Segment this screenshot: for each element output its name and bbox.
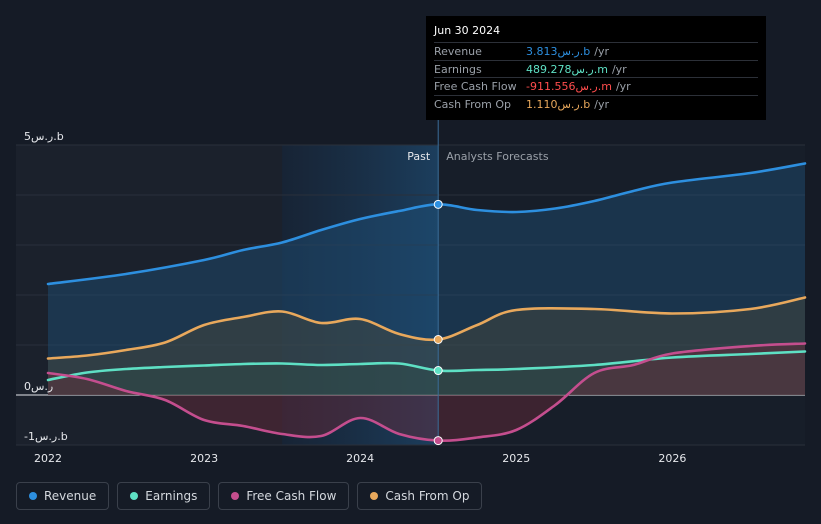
area-earnings xyxy=(48,351,805,395)
x-tick-label: 2024 xyxy=(346,452,374,465)
tooltip-value: 3.813ر.س.b xyxy=(526,45,591,58)
tooltip-row-revenue: Revenue 3.813ر.س.b /yr xyxy=(434,42,758,60)
legend-item-earnings[interactable]: Earnings xyxy=(117,482,211,510)
tooltip-unit: /yr xyxy=(594,97,609,111)
tooltip-unit: /yr xyxy=(594,45,609,58)
line-cash-from-op xyxy=(46,296,807,360)
tooltip-label: Free Cash Flow xyxy=(434,80,517,93)
legend-label: Free Cash Flow xyxy=(246,489,337,503)
legend-label: Cash From Op xyxy=(385,489,470,503)
tooltip-label: Earnings xyxy=(434,62,482,76)
revenue-dot-icon xyxy=(29,492,37,500)
marker-revenue xyxy=(433,199,443,209)
financial-chart: Past Analysts Forecasts 5ر.س.b 0ر.س -1ر.س.b 2… xyxy=(16,120,807,465)
area-revenue xyxy=(48,163,805,395)
area-cash-from-op xyxy=(48,297,805,395)
chart-legend: Revenue Earnings Free Cash Flow Cash Fro… xyxy=(16,482,483,512)
tooltip-label: Revenue xyxy=(434,45,482,58)
tooltip-value: 1.110ر.س.b xyxy=(526,97,591,111)
free-cash-flow-dot-icon xyxy=(231,492,240,500)
past-label: Past xyxy=(407,150,431,163)
tooltip-unit: /yr xyxy=(615,80,631,93)
marker-earnings xyxy=(433,366,443,376)
tooltip-row-free-cash-flow: Free Cash Flow -911.556ر.س.m /yr xyxy=(434,77,758,95)
x-tick-label: 2023 xyxy=(190,452,218,465)
tooltip-date: Jun 30 2024 xyxy=(434,24,501,37)
cash-from-op-dot-icon xyxy=(370,492,379,500)
data-tooltip: Jun 30 2024 Revenue 3.813ر.س.b /yr Earni… xyxy=(426,16,766,120)
legend-item-revenue[interactable]: Revenue xyxy=(16,482,110,510)
y-tick-label: 5ر.س.b xyxy=(24,130,64,143)
legend-label: Earnings xyxy=(145,489,198,503)
y-tick-label: -1ر.س.b xyxy=(24,430,68,443)
forecast-label: Analysts Forecasts xyxy=(446,150,549,163)
tooltip-value: 489.278ر.س.m xyxy=(526,62,608,76)
y-tick-label: 0ر.س xyxy=(24,380,53,393)
tooltip-label: Cash From Op xyxy=(434,97,512,111)
marker-cash-from-op xyxy=(433,335,443,344)
legend-item-cash-from-op[interactable]: Cash From Op xyxy=(357,482,483,510)
tooltip-row-earnings: Earnings 489.278ر.س.m /yr xyxy=(434,59,758,78)
earnings-dot-icon xyxy=(130,492,139,500)
tooltip-value: -911.556ر.س.m xyxy=(526,80,612,93)
x-tick-label: 2026 xyxy=(658,452,686,465)
line-free-cash-flow xyxy=(46,342,807,443)
tooltip-unit: /yr xyxy=(611,62,627,76)
line-earnings xyxy=(46,350,807,382)
legend-label: Revenue xyxy=(44,489,97,503)
tooltip-row-cash-from-op: Cash From Op 1.110ر.س.b /yr xyxy=(434,94,758,113)
x-tick-label: 2022 xyxy=(34,452,62,465)
marker-free-cash-flow xyxy=(433,436,443,446)
x-tick-label: 2025 xyxy=(502,452,530,465)
legend-item-free-cash-flow[interactable]: Free Cash Flow xyxy=(218,482,350,510)
